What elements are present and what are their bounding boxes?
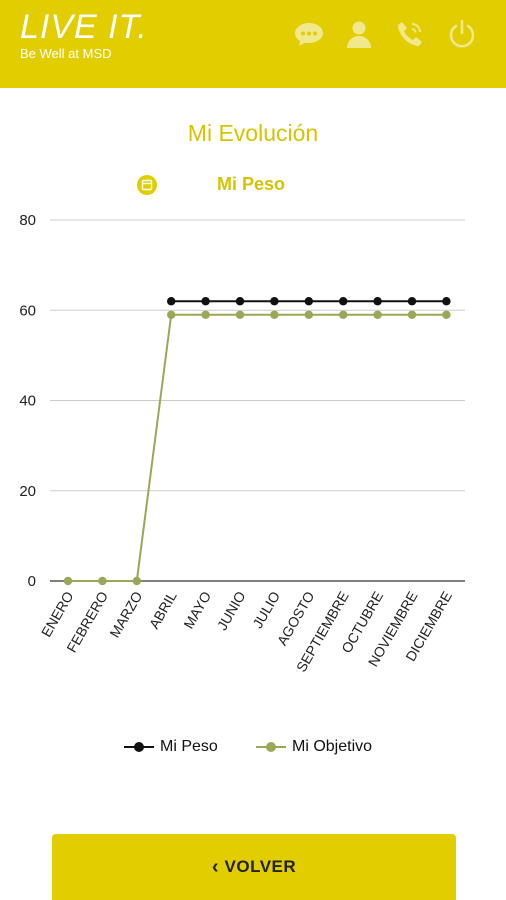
phone-icon[interactable] (394, 18, 426, 50)
legend-swatch-objetivo (256, 741, 286, 753)
chevron-left-icon: ‹ (211, 855, 219, 878)
y-tick-label: 40 (19, 393, 36, 410)
series-line (68, 313, 447, 582)
data-point (270, 310, 279, 319)
data-point (373, 297, 382, 306)
data-point (339, 297, 348, 306)
back-button[interactable]: ‹ VOLVER (52, 834, 456, 900)
page-title: Mi Evolución (187, 120, 319, 146)
power-icon[interactable] (446, 18, 478, 50)
data-point (373, 310, 382, 319)
data-point (167, 310, 176, 319)
app-header: LIVE IT. Be Well at MSD (0, 0, 506, 88)
legend-item-objetivo: Mi Objetivo (256, 736, 372, 758)
data-point (304, 310, 313, 319)
back-button-label: VOLVER (224, 857, 297, 876)
y-tick-label: 20 (19, 483, 36, 500)
data-point (235, 297, 245, 306)
legend-swatch-peso (124, 741, 154, 753)
y-tick-label: 60 (19, 302, 36, 319)
data-point (270, 297, 279, 306)
data-point (407, 297, 417, 306)
data-point (442, 297, 451, 306)
x-tick-label: MARZO (106, 588, 145, 640)
x-tick-label: MAYO (180, 588, 214, 631)
brand-subtitle: Be Well at MSD (20, 46, 112, 61)
brand-logo: LIVE IT. Be Well at MSD (20, 10, 148, 62)
user-icon[interactable] (343, 18, 375, 50)
data-point (201, 297, 210, 306)
data-point (201, 310, 210, 319)
data-point (407, 310, 417, 319)
data-point (235, 310, 245, 319)
chart-subtitle: Mi Peso (217, 174, 286, 194)
data-point (442, 310, 451, 319)
x-tick-label: ENERO (38, 588, 77, 639)
data-point (304, 297, 313, 306)
chart-legend: Mi Peso Mi Objetivo (0, 736, 506, 758)
legend-item-peso: Mi Peso (124, 736, 218, 758)
y-tick-label: 0 (28, 573, 36, 590)
legend-label-peso: Mi Peso (160, 738, 218, 755)
brand-title: LIVE IT. (20, 8, 148, 46)
data-point (167, 297, 176, 306)
legend-label-objetivo: Mi Objetivo (292, 738, 373, 755)
x-tick-label: ABRIL (146, 588, 180, 631)
calendar-icon[interactable] (137, 175, 157, 195)
data-point (98, 576, 107, 586)
x-tick-label: JUNIO (214, 588, 249, 632)
chat-icon[interactable] (293, 18, 325, 50)
y-tick-label: 80 (19, 212, 36, 229)
x-tick-label: JULIO (249, 588, 283, 630)
data-point (132, 576, 141, 586)
data-point (63, 576, 73, 586)
data-point (339, 310, 348, 319)
